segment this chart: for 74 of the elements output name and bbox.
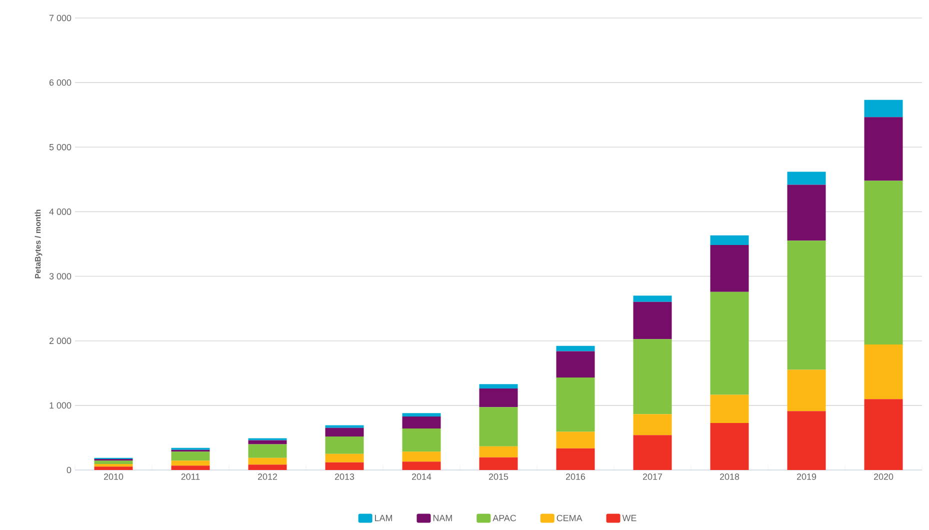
y-tick-label: 5 000	[49, 144, 72, 150]
legend-label: WE	[622, 514, 636, 522]
bar	[248, 440, 287, 444]
bar	[402, 462, 441, 470]
bar	[402, 452, 441, 462]
bar	[325, 436, 364, 454]
y-tick-label: 0	[66, 466, 72, 474]
y-tick-label: 1 000	[50, 402, 72, 409]
bar	[248, 458, 287, 465]
bar	[710, 292, 749, 395]
bar	[402, 416, 441, 429]
bar	[248, 464, 287, 470]
bar	[633, 302, 672, 340]
bar	[864, 117, 903, 181]
bar	[633, 435, 672, 470]
x-tick-label: 2019	[796, 474, 816, 480]
x-tick-label: 2011	[181, 474, 200, 480]
bar	[633, 296, 672, 302]
bar	[556, 448, 595, 470]
bar	[94, 460, 133, 464]
bar	[325, 454, 364, 462]
legend-label: CEMA	[556, 514, 582, 522]
x-tick-label: 2018	[720, 474, 740, 480]
bar	[325, 428, 364, 437]
bar	[556, 346, 595, 352]
bar	[325, 462, 364, 470]
x-tick-label: 2020	[874, 474, 894, 480]
bar	[402, 428, 441, 452]
bar	[787, 184, 826, 241]
bar	[787, 411, 826, 470]
bar	[556, 432, 595, 448]
bar	[479, 407, 518, 446]
bar	[556, 377, 595, 432]
bar	[248, 444, 287, 458]
x-tick-label: 2014	[412, 474, 432, 480]
y-tick-label: 6 000	[49, 79, 72, 86]
x-tick-label: 2016	[566, 474, 586, 480]
bar	[479, 457, 518, 470]
bar	[787, 370, 826, 412]
bar	[787, 240, 826, 370]
bar	[479, 446, 518, 458]
bar	[479, 384, 518, 388]
bar	[325, 425, 364, 428]
legend-label: LAM	[375, 514, 392, 522]
bar	[710, 394, 749, 424]
x-tick-label: 2015	[488, 474, 508, 480]
bar	[787, 172, 826, 185]
bar	[479, 388, 518, 408]
bar	[94, 466, 133, 470]
x-tick-label: 2012	[258, 474, 278, 480]
bar	[171, 452, 210, 461]
bar	[710, 423, 749, 470]
bar	[633, 414, 672, 436]
y-tick-label: 2 000	[49, 338, 72, 344]
bar	[710, 235, 749, 245]
bar	[402, 413, 441, 416]
x-tick-label: 2017	[642, 474, 662, 480]
legend-label: NAM	[433, 514, 452, 522]
bar	[633, 339, 672, 414]
bar	[864, 344, 903, 400]
y-tick-label: 3 000	[49, 273, 72, 280]
bar	[864, 180, 903, 345]
y-tick-label: 4 000	[49, 208, 72, 215]
bar	[864, 399, 903, 470]
x-tick-label: 2010	[104, 474, 124, 480]
y-tick-label: 7 000	[49, 14, 72, 22]
bar	[171, 460, 210, 466]
x-tick-label: 2013	[334, 474, 354, 480]
bar	[710, 244, 749, 292]
bar	[864, 100, 903, 118]
bar	[556, 351, 595, 378]
bar	[171, 466, 210, 470]
legend-label: APAC	[492, 514, 516, 522]
bar	[94, 464, 133, 467]
